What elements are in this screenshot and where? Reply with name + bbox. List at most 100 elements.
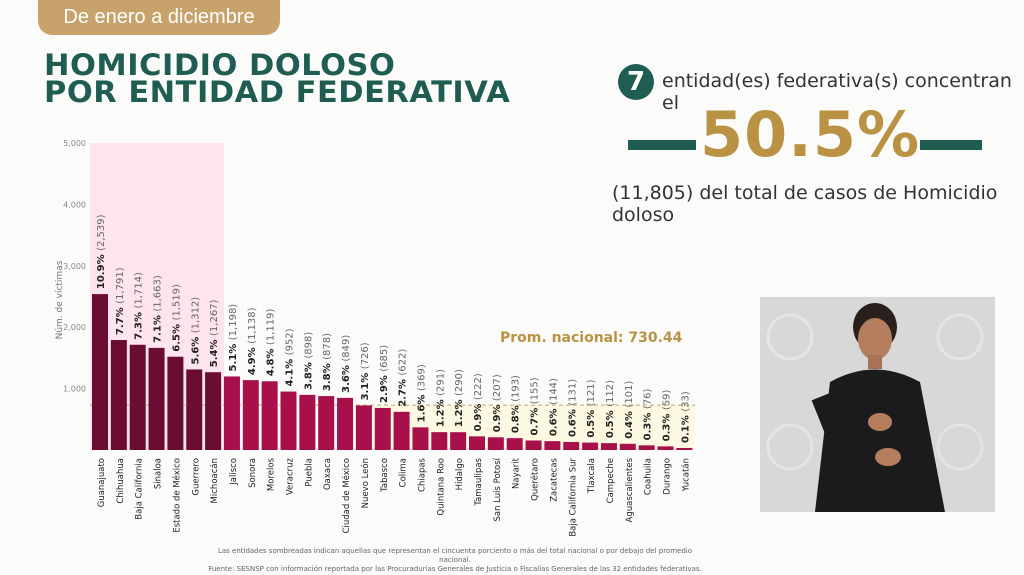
bar-Baja California Sur: [563, 441, 580, 450]
bar-Baja California: [129, 344, 146, 450]
data-label: 5.4% (1,267): [209, 299, 220, 367]
x-tick-label: Estado de México: [171, 458, 182, 533]
data-label: 6.5% (1,519): [171, 284, 182, 352]
data-label: 0.1% (33): [680, 391, 691, 443]
x-tick-label: Nayarit: [512, 457, 522, 489]
shading-note: Las entidades sombreadas indican aquella…: [217, 547, 693, 564]
bar-Ciudad de México: [337, 397, 354, 450]
left-dash: [628, 140, 696, 150]
x-tick-label: Baja California: [135, 458, 145, 520]
bar-Estado de México: [167, 356, 184, 450]
summary-percent: 50.5%: [700, 98, 921, 171]
bar-Guerrero: [186, 369, 203, 450]
period-badge: De enero a diciembre: [38, 0, 280, 35]
bar-San Luis Potosí: [487, 437, 504, 450]
data-label: 0.7% (155): [530, 377, 541, 435]
data-label: 0.6% (131): [567, 379, 578, 437]
data-label: 7.7% (1,791): [115, 267, 126, 335]
data-label: 3.8% (898): [303, 332, 314, 390]
bar-Aguascalientes: [619, 443, 636, 450]
title-line-2: POR ENTIDAD FEDERATIVA: [44, 75, 511, 109]
bar-Nayarit: [506, 438, 523, 450]
x-tick-label: Coahuila: [644, 458, 654, 495]
bar-Oaxaca: [318, 396, 335, 450]
bar-Puebla: [299, 394, 316, 450]
x-tick-label: Tabasco: [380, 458, 390, 493]
bar-Sinaloa: [148, 347, 165, 450]
x-tick-label: Campeche: [606, 458, 616, 503]
y-tick-label: 5,000: [63, 139, 86, 148]
data-label: 0.5% (121): [586, 379, 597, 437]
x-tick-label: Baja California Sur: [568, 457, 578, 536]
x-tick-label: Morelos: [267, 457, 277, 491]
bar-Veracruz: [280, 391, 297, 450]
right-dash: [920, 140, 982, 150]
x-tick-label: Aguascalientes: [625, 457, 635, 522]
bar-Yucatán: [676, 447, 693, 450]
data-label: 2.9% (685): [379, 345, 390, 403]
x-tick-label: Guerrero: [191, 458, 201, 496]
x-tick-label: Hidalgo: [455, 458, 465, 490]
data-label: 4.9% (1,138): [247, 307, 258, 375]
data-label: 0.9% (222): [473, 373, 484, 431]
y-tick-label: 2,000: [63, 323, 86, 332]
data-label: 1.6% (369): [416, 364, 427, 422]
y-axis-label: Núm. de víctimas: [55, 260, 65, 339]
x-tick-label: Zacatecas: [549, 457, 559, 501]
bar-Colima: [393, 411, 410, 450]
data-label: 5.1% (1,198): [228, 304, 239, 372]
bar-Durango: [657, 446, 674, 450]
y-tick-label: 3,000: [63, 262, 86, 271]
data-label: 0.3% (76): [643, 388, 654, 440]
y-tick-label: 1,000: [63, 385, 86, 394]
summary-line-3: (11,805) del total de casos de Homicidio…: [612, 182, 998, 226]
data-label: 0.9% (207): [492, 374, 503, 432]
bar-Chihuahua: [110, 340, 127, 450]
bar-Jalisco: [223, 376, 240, 450]
bar-Morelos: [261, 381, 278, 450]
bar-Sonora: [242, 380, 259, 450]
x-tick-label: Ciudad de México: [341, 458, 352, 533]
data-label: 4.1% (952): [285, 328, 296, 386]
x-tick-label: Nuevo León: [360, 458, 371, 508]
data-label: 7.1% (1,663): [153, 275, 164, 343]
x-tick-label: Yucatán: [681, 458, 691, 492]
entity-count-badge: 7: [618, 64, 654, 100]
bar-Zacatecas: [544, 441, 561, 450]
bar-Quintana Roo: [431, 432, 448, 450]
data-label: 3.8% (878): [322, 333, 333, 391]
bar-Coahuila: [638, 445, 655, 450]
x-tick-label: Guanajuato: [97, 458, 107, 507]
y-tick-label: 4,000: [63, 200, 86, 209]
interpreter-figure: [760, 297, 995, 512]
x-tick-label: Sonora: [248, 458, 258, 488]
data-label: 0.4% (101): [624, 381, 635, 439]
data-label: 2.7% (622): [398, 349, 409, 407]
x-tick-label: San Luis Potosí: [493, 457, 503, 521]
x-tick-label: Michoacán: [210, 458, 220, 503]
data-label: 4.8% (1,119): [266, 309, 277, 377]
bar-Michoacán: [205, 372, 222, 450]
page-title: HOMICIDIO DOLOSO POR ENTIDAD FEDERATIVA: [44, 48, 511, 109]
sign-language-interpreter-video: [760, 297, 995, 512]
x-tick-label: Chihuahua: [116, 458, 126, 504]
data-label: 1.2% (291): [435, 369, 446, 427]
data-label: 5.6% (1,312): [190, 297, 201, 365]
bar-Hidalgo: [450, 432, 467, 450]
bar-Campeche: [600, 443, 617, 450]
data-label: 0.5% (112): [605, 380, 616, 438]
data-label: 1.2% (290): [454, 369, 465, 427]
data-label: 0.8% (193): [511, 375, 522, 433]
x-tick-label: Sinaloa: [154, 458, 164, 489]
below-average-region: [354, 405, 695, 450]
summary-line-1: entidad(es) federativa(s) concentran el: [662, 70, 1012, 114]
bar-Tlaxcala: [582, 442, 599, 450]
x-tick-label: Tamaulipas: [474, 457, 484, 506]
data-label: 3.6% (849): [341, 335, 352, 393]
x-tick-label: Jalisco: [229, 458, 239, 486]
title-line-1: HOMICIDIO DOLOSO: [44, 48, 396, 82]
x-tick-label: Colima: [399, 458, 409, 487]
x-tick-label: Querétaro: [530, 458, 541, 501]
bar-Nuevo León: [355, 405, 372, 450]
